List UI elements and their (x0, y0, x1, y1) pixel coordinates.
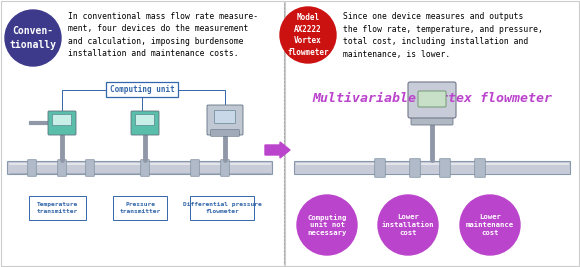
Text: Differential pressure
flowmeter: Differential pressure flowmeter (183, 202, 262, 214)
FancyBboxPatch shape (408, 82, 456, 118)
FancyBboxPatch shape (418, 91, 446, 107)
Text: Pressure
transmitter: Pressure transmitter (119, 202, 161, 214)
FancyBboxPatch shape (474, 159, 485, 177)
FancyBboxPatch shape (411, 115, 453, 125)
Circle shape (280, 7, 336, 63)
FancyBboxPatch shape (106, 82, 178, 97)
FancyBboxPatch shape (409, 159, 420, 177)
FancyBboxPatch shape (28, 196, 85, 220)
FancyBboxPatch shape (48, 111, 76, 135)
FancyBboxPatch shape (136, 115, 154, 125)
Text: Computing
unit not
necessary: Computing unit not necessary (307, 214, 347, 236)
FancyBboxPatch shape (113, 196, 167, 220)
FancyBboxPatch shape (191, 160, 200, 176)
Text: Multivariable vortex flowmeter: Multivariable vortex flowmeter (312, 92, 552, 105)
FancyBboxPatch shape (295, 162, 571, 175)
FancyBboxPatch shape (131, 111, 159, 135)
Circle shape (378, 195, 438, 255)
Text: In conventional mass flow rate measure-
ment, four devices do the measurement
an: In conventional mass flow rate measure- … (68, 12, 258, 58)
Text: Since one device measures and outputs
the flow rate, temperature, and pressure,
: Since one device measures and outputs th… (343, 12, 543, 58)
FancyBboxPatch shape (211, 130, 240, 136)
FancyBboxPatch shape (207, 105, 243, 135)
Text: Computing unit: Computing unit (110, 85, 175, 94)
Circle shape (297, 195, 357, 255)
FancyBboxPatch shape (285, 1, 579, 266)
FancyBboxPatch shape (141, 160, 149, 176)
Text: Conven-
tionally: Conven- tionally (9, 26, 56, 50)
FancyBboxPatch shape (215, 111, 235, 124)
Text: Lower
maintenance
cost: Lower maintenance cost (466, 214, 514, 236)
FancyBboxPatch shape (86, 160, 95, 176)
FancyBboxPatch shape (440, 159, 450, 177)
FancyBboxPatch shape (221, 160, 229, 176)
FancyBboxPatch shape (8, 162, 273, 175)
FancyBboxPatch shape (28, 160, 37, 176)
FancyBboxPatch shape (190, 196, 254, 220)
Circle shape (5, 10, 61, 66)
Circle shape (460, 195, 520, 255)
FancyBboxPatch shape (57, 160, 66, 176)
FancyBboxPatch shape (375, 159, 385, 177)
FancyArrow shape (265, 142, 290, 158)
FancyBboxPatch shape (1, 1, 284, 266)
FancyBboxPatch shape (53, 115, 71, 125)
Text: Lower
installation
cost: Lower installation cost (382, 214, 434, 236)
Text: Temperature
transmitter: Temperature transmitter (37, 202, 78, 214)
Text: Model
AX2222
Vortex
flowmeter: Model AX2222 Vortex flowmeter (287, 13, 329, 57)
